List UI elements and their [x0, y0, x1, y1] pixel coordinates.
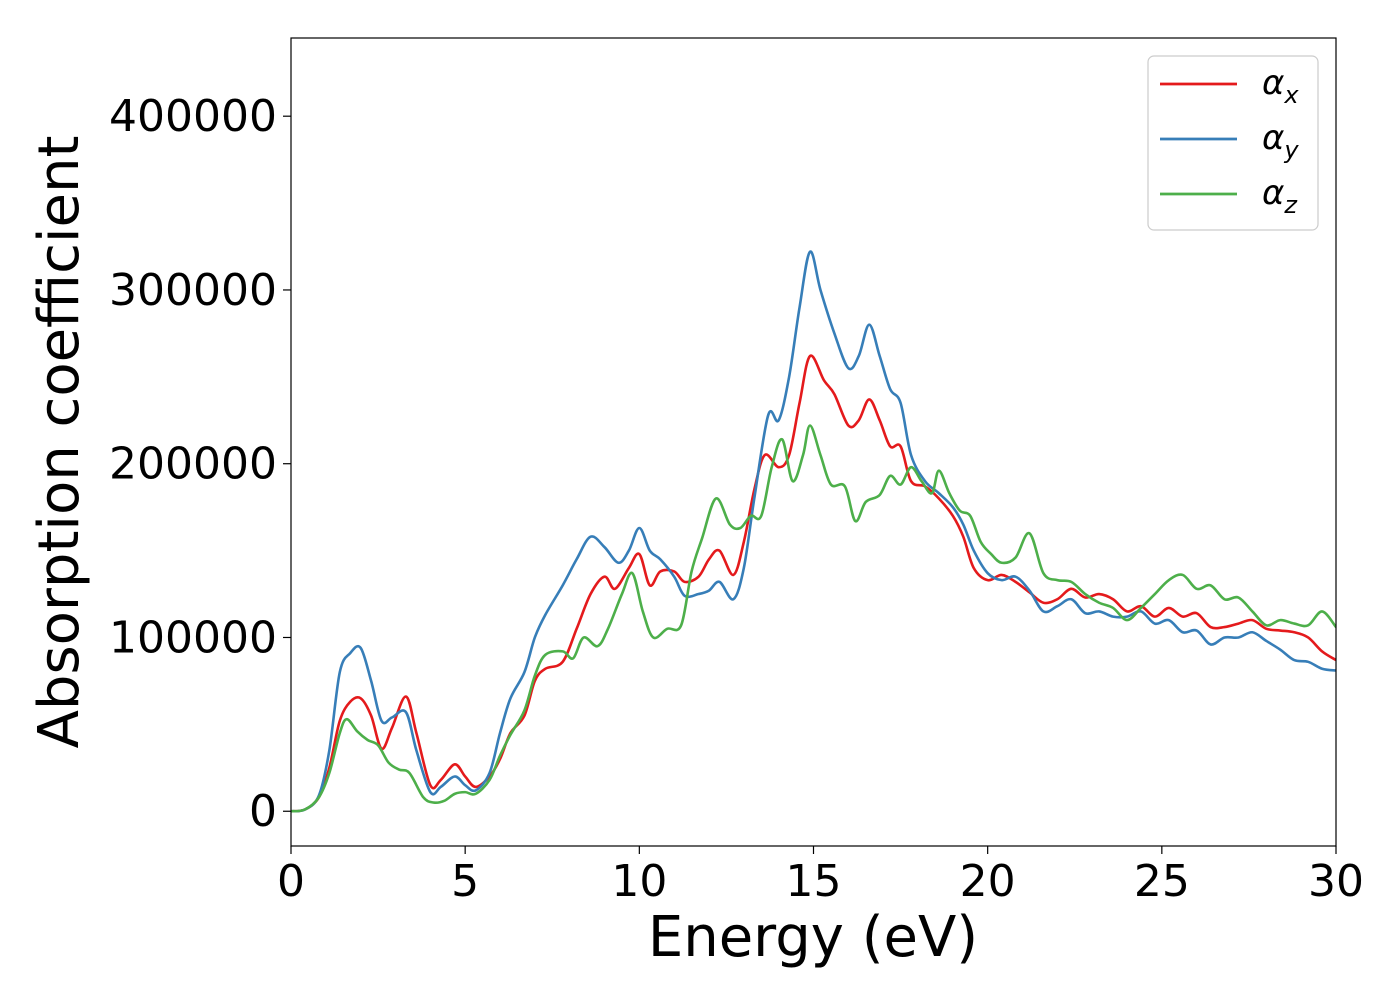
legend-label-x: αx: [1262, 63, 1299, 109]
y-tick-label: 300000: [109, 265, 277, 316]
x-axis-label: Energy (eV): [648, 905, 978, 970]
y-tick-label: 200000: [109, 439, 277, 490]
x-tick-label: 20: [960, 856, 1016, 907]
x-tick-label: 10: [611, 856, 667, 907]
y-tick-label: 0: [249, 786, 277, 837]
y-axis: 0 100000 200000 300000 400000: [109, 91, 291, 837]
series-layer: [291, 250, 1336, 813]
x-tick-label: 0: [277, 856, 305, 907]
x-tick-label: 15: [786, 856, 842, 907]
x-axis: 0 5 10 15 20 25 30: [277, 846, 1364, 907]
y-tick-label: 100000: [109, 612, 277, 663]
x-tick-label: 5: [451, 856, 479, 907]
x-tick-label: 30: [1308, 856, 1364, 907]
series-line-z: [291, 424, 1336, 813]
legend-label-z: αz: [1262, 173, 1298, 219]
y-tick-label: 400000: [109, 91, 277, 142]
legend-label-y: αy: [1262, 118, 1299, 164]
legend: αx αy αz: [1147, 55, 1319, 231]
legend-items: αx αy αz: [1160, 63, 1299, 219]
x-tick-label: 25: [1134, 856, 1190, 907]
series-line-y: [291, 250, 1336, 813]
y-axis-label: Absorption coefficient: [27, 136, 92, 749]
legend-box: [1147, 55, 1319, 231]
